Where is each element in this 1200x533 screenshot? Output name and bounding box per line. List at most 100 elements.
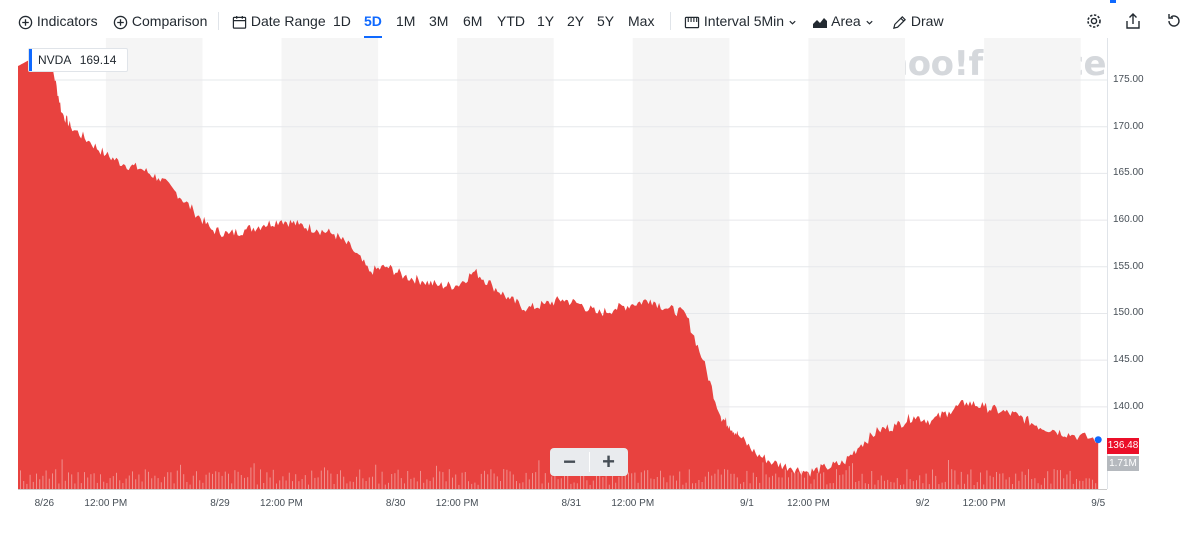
- range-ytd[interactable]: YTD: [497, 13, 525, 29]
- volume-bar: [580, 471, 581, 489]
- volume-bar: [42, 475, 44, 489]
- interval-dropdown[interactable]: Interval 5Min: [684, 10, 797, 32]
- date-range-button[interactable]: Date Range: [232, 10, 326, 32]
- volume-bar: [314, 477, 316, 489]
- volume-bar: [96, 482, 98, 489]
- volume-bar: [324, 467, 325, 489]
- comparison-button[interactable]: Comparison: [113, 10, 207, 32]
- volume-bar: [557, 479, 559, 489]
- volume-bar: [749, 483, 751, 489]
- volume-bar: [692, 483, 693, 489]
- volume-bar: [656, 477, 658, 489]
- volume-bar: [384, 484, 386, 489]
- draw-label: Draw: [910, 13, 944, 29]
- x-tick-label: 12:00 PM: [611, 498, 655, 509]
- volume-bar: [503, 469, 505, 489]
- range-6m[interactable]: 6M: [463, 13, 483, 29]
- volume-bar: [535, 472, 537, 489]
- volume-bar: [653, 479, 655, 489]
- volume-bar: [157, 478, 159, 489]
- indicators-button[interactable]: Indicators: [18, 10, 98, 32]
- range-3m[interactable]: 3M: [429, 13, 449, 29]
- volume-bar: [100, 474, 101, 489]
- volume-bar: [1056, 470, 1058, 489]
- volume-bar: [618, 476, 620, 489]
- reset-icon[interactable]: [1165, 12, 1183, 30]
- volume-bar: [285, 480, 287, 489]
- range-1d[interactable]: 1D: [333, 13, 351, 29]
- ticker-legend[interactable]: NVDA 169.14: [28, 48, 129, 72]
- volume-bar: [589, 484, 591, 489]
- volume-bar: [1047, 471, 1049, 489]
- volume-bar: [628, 472, 629, 489]
- share-icon[interactable]: [1124, 12, 1142, 30]
- volume-bar: [679, 471, 681, 489]
- range-2y[interactable]: 2Y: [567, 13, 585, 29]
- volume-bar: [138, 474, 140, 489]
- volume-bar: [1021, 471, 1023, 489]
- date-range-label: Date Range: [250, 13, 326, 29]
- volume-bar: [234, 470, 236, 489]
- draw-button[interactable]: Draw: [892, 10, 944, 32]
- volume-bar: [237, 471, 239, 489]
- volume-bar: [727, 469, 729, 489]
- zoom-in-button[interactable]: +: [602, 449, 615, 474]
- y-tick-label: 145.00: [1113, 354, 1144, 366]
- volume-bar: [228, 473, 229, 489]
- volume-bar: [880, 475, 882, 489]
- volume-bar: [967, 474, 969, 489]
- y-tick-label: 155.00: [1113, 260, 1144, 272]
- volume-bar: [743, 482, 745, 489]
- x-tick-label: 8/26: [34, 498, 55, 509]
- volume-bar: [176, 470, 178, 489]
- volume-bar: [896, 478, 898, 489]
- volume-bar: [439, 471, 441, 489]
- volume-bar: [644, 470, 645, 489]
- volume-bar: [740, 483, 741, 489]
- volume-bar: [989, 475, 991, 489]
- volume-bar: [698, 480, 700, 489]
- range-5y[interactable]: 5Y: [597, 13, 615, 29]
- volume-bar: [218, 472, 220, 489]
- current-price-tag: 136.48: [1107, 438, 1139, 454]
- volume-bar: [586, 480, 588, 489]
- volume-bar: [464, 472, 466, 489]
- volume-bar: [61, 459, 63, 489]
- volume-bar: [45, 470, 47, 489]
- range-max[interactable]: Max: [628, 13, 655, 29]
- volume-bar: [1082, 480, 1084, 489]
- volume-bar: [372, 476, 373, 489]
- range-1m[interactable]: 1M: [396, 13, 416, 29]
- volume-bar: [730, 473, 732, 489]
- volume-bar: [266, 472, 268, 489]
- accent-marker: [1110, 0, 1116, 3]
- volume-bar: [922, 483, 924, 489]
- chart-type-dropdown[interactable]: Area: [812, 10, 874, 32]
- zoom-out-button[interactable]: −: [563, 449, 576, 474]
- y-axis-line: [1107, 38, 1108, 489]
- volume-bar: [826, 484, 828, 489]
- volume-bar: [855, 482, 857, 489]
- volume-bar: [148, 471, 149, 489]
- volume-bar: [400, 478, 402, 489]
- volume-bar: [708, 471, 709, 489]
- settings-gear-icon[interactable]: [1085, 12, 1103, 30]
- volume-bar: [160, 482, 162, 489]
- range-5d[interactable]: 5D: [364, 10, 382, 38]
- volume-bar: [1024, 474, 1026, 489]
- volume-bar: [208, 472, 210, 489]
- volume-bar: [660, 470, 661, 489]
- volume-bar: [423, 482, 425, 489]
- volume-bar: [20, 470, 21, 489]
- volume-bar: [64, 480, 66, 489]
- volume-bar: [688, 469, 690, 489]
- volume-bar: [484, 470, 485, 489]
- volume-bar: [960, 471, 962, 489]
- y-tick-label: 140.00: [1113, 400, 1144, 412]
- volume-bar: [976, 482, 978, 489]
- pencil-icon: [893, 15, 906, 29]
- x-tick-label: 12:00 PM: [786, 498, 830, 509]
- area-chart-icon: [813, 18, 827, 29]
- range-1y[interactable]: 1Y: [537, 13, 555, 29]
